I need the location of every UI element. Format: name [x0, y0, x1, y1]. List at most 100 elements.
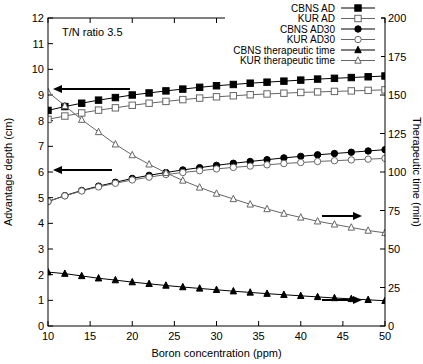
frame — [48, 18, 385, 326]
x-tick — [174, 18, 175, 23]
y-tick-label: 3 — [38, 243, 44, 255]
point — [314, 293, 320, 299]
y-tick-label: 9 — [38, 89, 44, 101]
point — [62, 192, 68, 198]
axis-arrow-head — [53, 85, 62, 93]
series-line — [48, 272, 385, 301]
point — [180, 169, 186, 175]
point — [95, 107, 101, 113]
point — [247, 80, 253, 86]
point — [129, 177, 135, 183]
legend-label: CBNS AD — [291, 3, 335, 14]
legend-marker — [355, 36, 361, 42]
point — [247, 201, 253, 207]
point — [247, 92, 253, 98]
point — [264, 91, 270, 97]
x-tick-label: 15 — [84, 330, 96, 342]
point — [62, 270, 68, 276]
y-tick — [48, 172, 53, 173]
point — [298, 77, 304, 83]
point — [331, 150, 337, 156]
y-tick-label: 8 — [38, 115, 44, 127]
point — [180, 96, 186, 102]
plot-data — [48, 73, 385, 304]
legend-label: KUR AD30 — [287, 34, 336, 45]
point — [213, 94, 219, 100]
y2-tick — [380, 133, 385, 134]
point — [163, 88, 169, 94]
point — [281, 160, 287, 166]
point — [180, 86, 186, 92]
y2-tick-label: 100 — [388, 166, 406, 178]
point — [196, 95, 202, 101]
y-tick-label: 1 — [38, 294, 44, 306]
y-tick — [48, 300, 53, 301]
point — [213, 166, 219, 172]
y2-tick — [380, 249, 385, 250]
point — [298, 214, 304, 220]
point — [180, 283, 186, 289]
point — [129, 278, 135, 284]
legend: CBNS ADKUR ADCBNS AD30KUR AD30CBNS thera… — [225, 2, 381, 68]
point — [365, 156, 371, 162]
point — [112, 94, 118, 100]
point — [298, 89, 304, 95]
point — [62, 102, 68, 108]
point — [95, 184, 101, 190]
axis-arrow-head — [353, 296, 362, 304]
legend-label: KUR therapeutic time — [240, 55, 335, 66]
point — [196, 285, 202, 291]
point — [146, 161, 152, 167]
x-tick-label: 35 — [253, 330, 265, 342]
y2-tick-label: 200 — [388, 12, 406, 24]
point — [247, 289, 253, 295]
point — [95, 128, 101, 134]
point — [196, 184, 202, 190]
y2-tick-label: 175 — [388, 51, 406, 63]
point — [163, 98, 169, 104]
x-tick — [90, 321, 91, 326]
legend-marker — [355, 57, 361, 63]
point — [163, 282, 169, 288]
point — [79, 100, 85, 106]
chart: 1015202530354045500123456789101112025507… — [0, 0, 423, 364]
point — [365, 296, 371, 302]
point — [314, 152, 320, 158]
point — [213, 190, 219, 196]
x-tick-label: 30 — [210, 330, 222, 342]
point — [79, 187, 85, 193]
point — [281, 78, 287, 84]
y2-tick-label: 75 — [388, 205, 400, 217]
point — [129, 92, 135, 98]
y-tick — [48, 249, 53, 250]
point — [281, 291, 287, 297]
x-tick-label: 40 — [295, 330, 307, 342]
y2-tick-label: 125 — [388, 128, 406, 140]
point — [163, 169, 169, 175]
point — [298, 292, 304, 298]
point — [348, 74, 354, 80]
x-label: Boron concentration (ppm) — [151, 347, 281, 359]
legend-label: CBNS therapeutic time — [233, 45, 335, 56]
point — [281, 90, 287, 96]
point — [365, 74, 371, 80]
point — [230, 164, 236, 170]
annotation: T/N ratio 3.5 — [62, 26, 123, 38]
x-tick — [258, 321, 259, 326]
point — [247, 163, 253, 169]
series-line — [48, 150, 385, 202]
y-tick — [48, 43, 53, 44]
point — [348, 157, 354, 163]
y-tick-label: 11 — [33, 38, 44, 50]
y-tick-label: 12 — [32, 12, 44, 24]
point — [331, 88, 337, 94]
point — [264, 79, 270, 85]
point — [230, 195, 236, 201]
point — [264, 290, 270, 296]
y-tick-label: 6 — [38, 166, 44, 178]
point — [348, 224, 354, 230]
axis-arrow-head — [53, 166, 62, 174]
x-tick-label: 45 — [337, 330, 349, 342]
axis-arrow — [59, 88, 130, 90]
point — [196, 84, 202, 90]
